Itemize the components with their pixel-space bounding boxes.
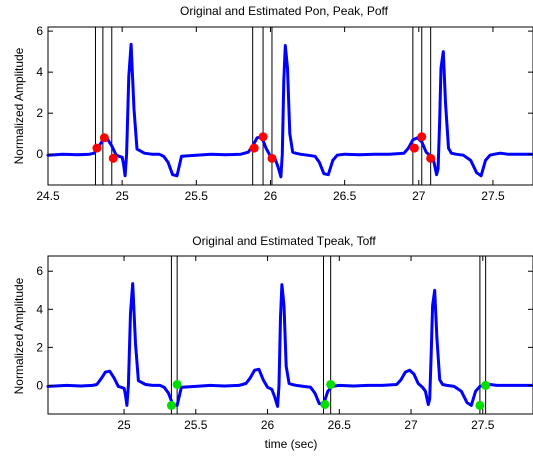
plot-area [47, 255, 533, 415]
x-tick-label: 26 [264, 189, 278, 203]
chart-title: Original and Estimated Pon, Peak, Poff [180, 4, 389, 18]
plot-area [47, 26, 533, 186]
estimate-marker [267, 153, 277, 163]
x-tick-label: 27 [412, 189, 426, 203]
estimate-marker [409, 143, 419, 153]
x-tick-label: 27.5 [471, 418, 495, 432]
x-tick-label: 26.5 [328, 418, 352, 432]
y-tick-label: 6 [36, 24, 43, 38]
x-tick-label: 25 [117, 418, 131, 432]
x-tick-label: 25.5 [184, 418, 208, 432]
pon-peak-poff-panel: Original and Estimated Pon, Peak, Poff N… [12, 4, 533, 203]
x-tick-label: 26.5 [333, 189, 357, 203]
estimate-marker [166, 400, 176, 410]
estimate-marker [258, 132, 268, 142]
x-axis-label: time (sec) [265, 437, 318, 451]
estimate-marker [426, 153, 436, 163]
y-tick-label: 4 [36, 65, 43, 79]
estimate-marker [481, 380, 491, 390]
estimate-marker [417, 132, 427, 142]
estimate-marker [92, 143, 102, 153]
x-tick-label: 27 [404, 418, 418, 432]
x-tick-label: 25.5 [185, 189, 209, 203]
estimate-marker [475, 400, 485, 410]
estimate-marker [172, 379, 182, 389]
ecg-signal-line [46, 282, 533, 408]
y-tick-label: 4 [36, 302, 43, 316]
y-tick-label: 6 [36, 264, 43, 278]
y-tick-label: 0 [36, 378, 43, 392]
x-tick-label: 24.5 [36, 189, 60, 203]
y-tick-label: 0 [36, 147, 43, 161]
chart-title: Original and Estimated Tpeak, Toff [192, 234, 376, 248]
x-tick-label: 25 [115, 189, 129, 203]
y-tick-label: 2 [36, 106, 43, 120]
y-axis-label: Normalized Amplitude [12, 277, 26, 394]
x-tick-label: 27.5 [481, 189, 505, 203]
ecg-signal-line [46, 42, 533, 179]
tpeak-toff-panel: Original and Estimated Tpeak, Toff Norma… [12, 234, 533, 451]
x-tick-label: 26 [261, 418, 275, 432]
estimate-marker [320, 399, 330, 409]
estimate-marker [108, 153, 118, 163]
estimate-marker [99, 133, 109, 143]
y-tick-label: 2 [36, 340, 43, 354]
estimate-marker [326, 379, 336, 389]
y-axis-label: Normalized Amplitude [12, 47, 26, 164]
estimate-marker [249, 143, 259, 153]
